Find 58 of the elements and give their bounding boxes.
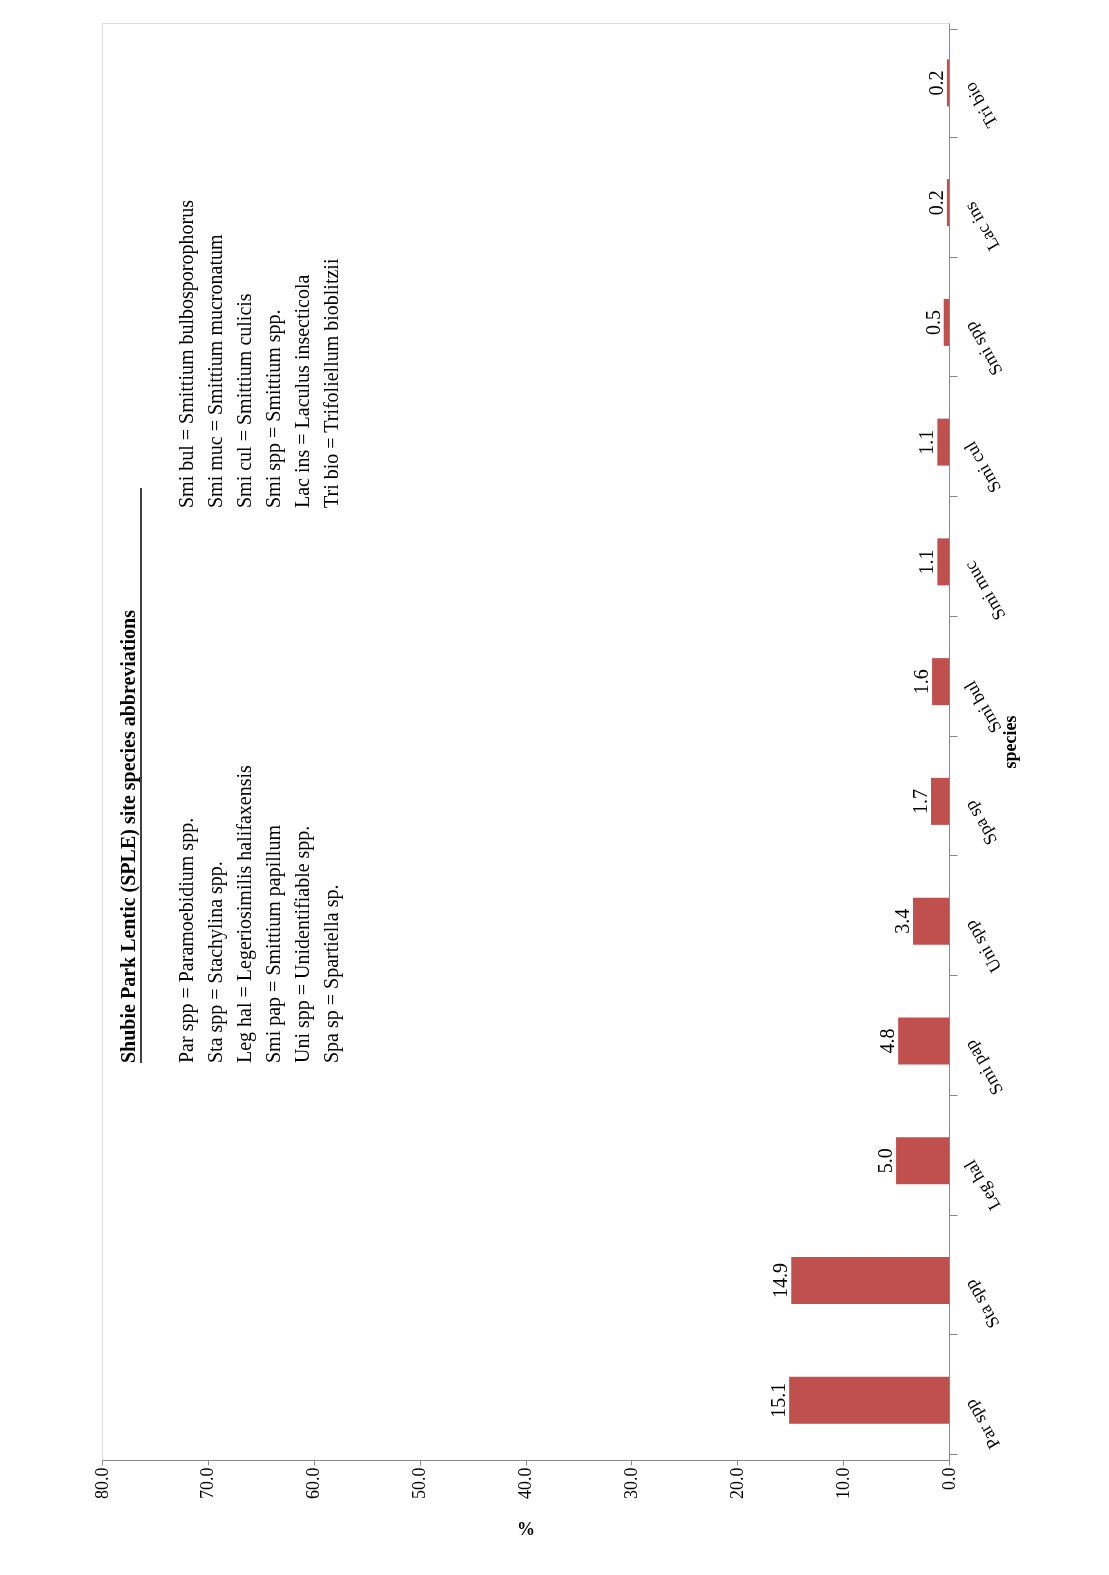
bar bbox=[791, 1256, 949, 1304]
bar bbox=[943, 298, 949, 346]
annotation: Shubie Park Lentic (SPLE) site species abbreviations bbox=[117, 609, 140, 1063]
data-label: 15.1 bbox=[767, 1382, 790, 1418]
x-tick-label: 70.0 bbox=[197, 1467, 218, 1499]
annotation: Spa sp = Spartiella sp. bbox=[320, 884, 343, 1063]
data-label: 14.9 bbox=[769, 1262, 792, 1298]
data-label: 5.0 bbox=[874, 1148, 897, 1174]
bar bbox=[937, 538, 949, 586]
annotation: Smi spp = Smittium spp. bbox=[262, 309, 285, 508]
data-label: 0.5 bbox=[921, 309, 944, 335]
data-label: 0.2 bbox=[924, 190, 947, 216]
x-tick-label: 80.0 bbox=[91, 1467, 112, 1499]
annotation: Uni spp = Unidentifiable spp. bbox=[291, 825, 314, 1063]
x-tick-label: 20.0 bbox=[726, 1467, 747, 1499]
data-label: 1.1 bbox=[915, 429, 938, 455]
annotation: Sta spp = Stachylina spp. bbox=[204, 861, 227, 1063]
y-tick-label: Uni spp bbox=[959, 917, 1006, 977]
data-label: 1.6 bbox=[910, 669, 933, 695]
bar bbox=[898, 1017, 949, 1065]
bar bbox=[932, 658, 949, 706]
bar bbox=[931, 777, 949, 825]
data-label: 1.1 bbox=[915, 549, 938, 575]
x-tick-label: 30.0 bbox=[620, 1467, 641, 1499]
y-tick-label: Sta spp bbox=[959, 1276, 1004, 1332]
y-tick-label: Lac ins bbox=[959, 198, 1004, 255]
bar bbox=[913, 897, 949, 945]
annotation: Smi muc = Smittium mucronatum bbox=[204, 234, 226, 508]
bar bbox=[789, 1376, 949, 1424]
y-tick-label: Smi cul bbox=[959, 438, 1006, 497]
annotation: Tri bio = Trifoliellum bioblitzii bbox=[320, 258, 342, 508]
y-tick-label: Spa sp bbox=[959, 797, 1002, 849]
annotation: Leg hal = Legeriosimilis halifaxensis bbox=[233, 764, 256, 1063]
data-label: 3.4 bbox=[891, 908, 913, 934]
data-label: 4.8 bbox=[876, 1028, 899, 1054]
data-label: 1.7 bbox=[909, 788, 931, 814]
y-tick-label: Smi pap bbox=[959, 1036, 1008, 1099]
data-label: 0.2 bbox=[924, 70, 947, 96]
annotation: Smi pap = Smittium papillum bbox=[262, 824, 285, 1063]
bar bbox=[896, 1137, 949, 1185]
x-axis-title: % bbox=[517, 1519, 535, 1539]
x-tick-label: 40.0 bbox=[515, 1467, 535, 1499]
y-tick-label: Leg hal bbox=[959, 1156, 1005, 1214]
bar bbox=[946, 59, 949, 107]
y-tick-label: Tri bio bbox=[959, 78, 1002, 132]
y-tick-label: Par spp bbox=[959, 1396, 1005, 1453]
x-tick-label: 0.0 bbox=[938, 1467, 959, 1490]
annotation: Smi bul = Smittium bulbosporophorus bbox=[175, 199, 198, 508]
y-tick-label: Smi spp bbox=[959, 318, 1007, 380]
x-tick-label: 60.0 bbox=[303, 1467, 324, 1499]
x-tick-label: 10.0 bbox=[832, 1467, 853, 1499]
bar bbox=[946, 179, 949, 227]
annotation: Par spp = Paramoebidium spp. bbox=[175, 817, 198, 1063]
x-tick-label: 50.0 bbox=[409, 1467, 430, 1499]
y-tick-label: Smi muc bbox=[959, 557, 1010, 624]
annotation: Smi cul = Smittium culicis bbox=[233, 293, 255, 508]
annotation: Lac ins = Laculus insecticola bbox=[291, 274, 313, 508]
bar bbox=[937, 418, 949, 466]
